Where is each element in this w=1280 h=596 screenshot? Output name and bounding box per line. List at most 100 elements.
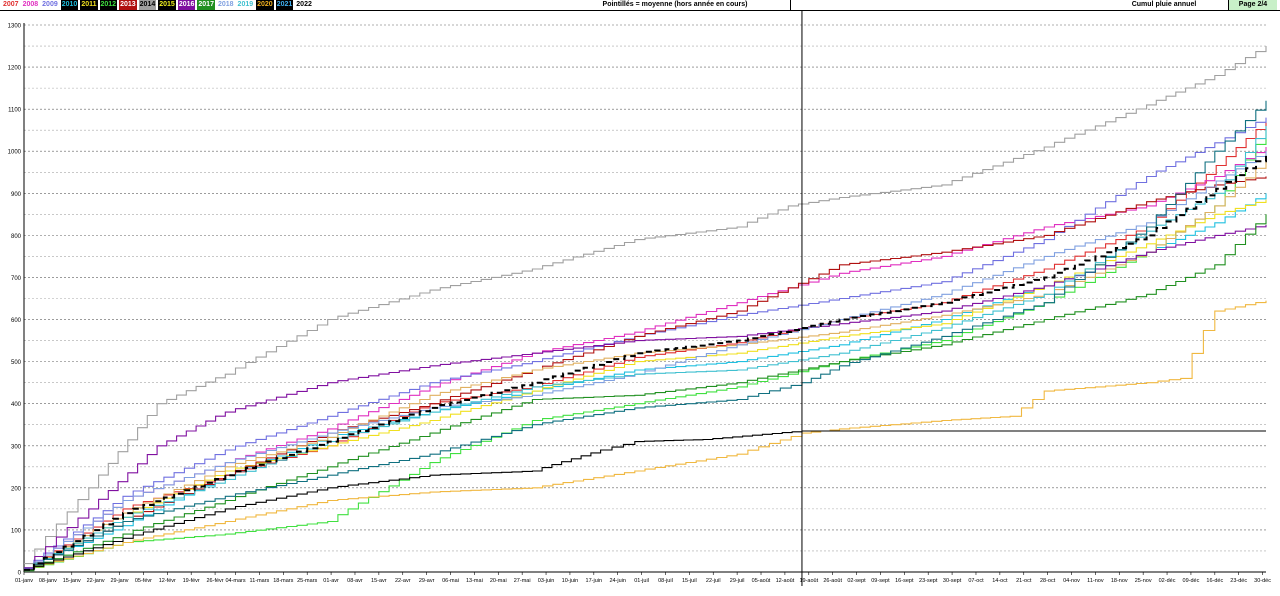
legend-year-2017[interactable]: 2017 [197, 0, 215, 10]
x-tick-label: 07-oct [968, 578, 984, 584]
legend-year-2009[interactable]: 2009 [41, 0, 59, 10]
series-layer [24, 46, 1267, 572]
x-tick-label: 25-nov [1135, 578, 1152, 584]
y-axis: 0 100 200 300 400 500 600 700 800 900 1000 1100 1200… [8, 23, 25, 577]
y-tick-label: 400 [11, 402, 22, 408]
y-tick-label: 1100 [8, 108, 22, 114]
top-bar: 2007 2008 2009 2010 2011 2012 2013 2014 2015 2016… [0, 0, 1280, 11]
x-tick-label: 11-nov [1087, 578, 1104, 584]
x-tick-label: 19-août [799, 578, 818, 584]
year-legend: 2007 2008 2009 2010 2011 2012 2013 2014 2015 2016… [2, 0, 315, 10]
x-tick-label: 10-juin [562, 578, 579, 584]
legend-year-2015[interactable]: 2015 [158, 0, 176, 10]
x-tick-label: 05-août [752, 578, 771, 584]
x-tick-label: 03-juin [538, 578, 555, 584]
x-tick-label: 12-févr [159, 578, 176, 584]
x-tick-label: 30-sept [943, 578, 962, 584]
x-tick-label: 25-mars [297, 578, 317, 584]
legend-year-2016[interactable]: 2016 [177, 0, 196, 10]
x-tick-label: 22-juil [706, 578, 721, 584]
y-tick-label: 1000 [8, 150, 22, 156]
legend-year-2020[interactable]: 2020 [256, 0, 274, 10]
x-tick-label: 11-mars [250, 578, 270, 584]
legend-year-2010[interactable]: 2010 [60, 0, 79, 10]
y-tick-label: 700 [11, 276, 22, 282]
y-tick-label: 600 [11, 318, 22, 324]
series-line-2016 [24, 224, 1267, 569]
y-tick-label: 0 [18, 571, 22, 577]
x-tick-label: 02-sept [847, 578, 866, 584]
x-tick-label: 28-oct [1040, 578, 1056, 584]
chart-title: Cumul pluie annuel [1131, 1, 1197, 8]
x-tick-label: 15-juil [682, 578, 697, 584]
x-tick-label: 29-janv [111, 578, 129, 584]
series-line-2015 [24, 159, 1267, 571]
x-tick-label: 08-juil [658, 578, 673, 584]
y-tick-label: 1200 [8, 66, 22, 72]
legend-year-2019[interactable]: 2019 [236, 0, 255, 10]
x-tick-label: 21-oct [1016, 578, 1032, 584]
x-tick-label: 16-déc [1206, 578, 1223, 584]
x-tick-label: 09-déc [1183, 578, 1200, 584]
x-tick-label: 01-janv [15, 578, 33, 584]
x-tick-label: 01-juil [634, 578, 649, 584]
x-tick-label: 04-nov [1063, 578, 1080, 584]
series-line-2014 [24, 46, 1267, 565]
x-axis: 01-janv 08-janv 15-janv 22-janv 29-janv 05-fé… [15, 571, 1271, 584]
series-line-2022 [24, 430, 1266, 571]
series-line-2012 [24, 130, 1267, 572]
y-tick-label: 900 [11, 192, 22, 198]
x-tick-label: 15-janv [63, 578, 81, 584]
x-tick-label: 29-avr [419, 578, 435, 584]
x-tick-label: 29-juil [730, 578, 745, 584]
y-tick-label: 1300 [8, 24, 22, 30]
x-tick-label: 20-mai [490, 578, 507, 584]
legend-year-2018[interactable]: 2018 [216, 0, 235, 10]
x-tick-label: 18-mars [273, 578, 293, 584]
header-divider [790, 0, 791, 11]
legend-year-2011[interactable]: 2011 [80, 0, 98, 10]
x-tick-label: 23-déc [1230, 578, 1247, 584]
legend-year-2022[interactable]: 2022 [295, 0, 313, 10]
x-tick-label: 26-août [823, 578, 842, 584]
x-tick-label: 14-oct [992, 578, 1008, 584]
x-tick-label: 23-sept [919, 578, 938, 584]
x-tick-label: 16-sept [895, 578, 914, 584]
x-tick-label: 18-nov [1111, 578, 1128, 584]
x-tick-label: 19-févr [183, 578, 200, 584]
x-tick-label: 02-déc [1159, 578, 1176, 584]
chart-subtitle: Pointillés = moyenne (hors année en cour… [602, 1, 748, 8]
x-tick-label: 09-sept [871, 578, 890, 584]
x-tick-label: 08-avr [347, 578, 363, 584]
grid [24, 24, 1266, 573]
y-tick-label: 800 [11, 234, 22, 240]
x-tick-label: 13-mai [466, 578, 483, 584]
legend-year-2013[interactable]: 2013 [119, 0, 137, 10]
series-line-moyenne [24, 155, 1267, 571]
y-tick-label: 500 [11, 360, 22, 366]
legend-year-2007[interactable]: 2007 [2, 0, 20, 10]
x-tick-label: 22-janv [87, 578, 105, 584]
series-line-2010 [24, 193, 1267, 569]
x-tick-label: 01-avr [323, 578, 339, 584]
series-line-2018 [24, 151, 1267, 571]
series-line-2007 [24, 121, 1267, 571]
x-tick-label: 08-janv [39, 578, 57, 584]
x-tick-label: 30-déc [1254, 578, 1271, 584]
x-tick-label: 04-mars [225, 578, 245, 584]
page-indicator[interactable]: Page 2/4 [1228, 0, 1277, 10]
x-tick-label: 17-juin [586, 578, 603, 584]
series-line-2021 [24, 100, 1267, 571]
legend-year-2021[interactable]: 2021 [275, 0, 294, 10]
series-line-2017 [24, 214, 1267, 571]
legend-year-2014[interactable]: 2014 [138, 0, 157, 10]
x-tick-label: 12-août [776, 578, 795, 584]
x-tick-label: 05-févr [135, 578, 152, 584]
series-line-2008 [24, 147, 1267, 571]
x-tick-label: 15-avr [371, 578, 387, 584]
series-line-2020 [24, 300, 1267, 571]
legend-year-2012[interactable]: 2012 [99, 0, 118, 10]
legend-year-2008[interactable]: 2008 [21, 0, 40, 10]
x-tick-label: 06-mai [442, 578, 459, 584]
